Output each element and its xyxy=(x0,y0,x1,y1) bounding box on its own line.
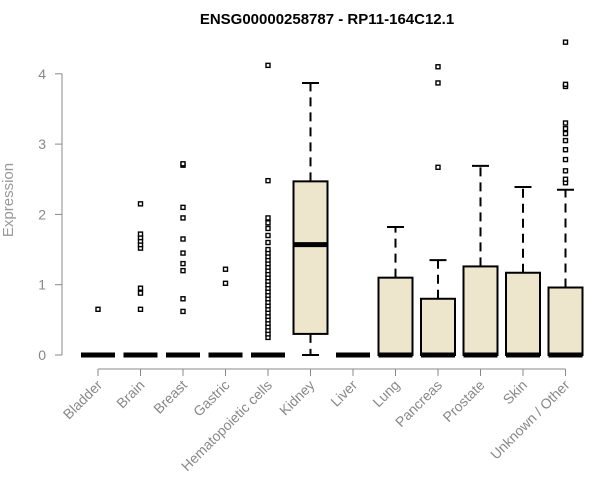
outlier-point xyxy=(180,296,186,302)
y-axis-label: Expression xyxy=(0,163,17,237)
box-group xyxy=(166,161,200,358)
box-group xyxy=(81,306,115,358)
outlier-point xyxy=(435,80,441,86)
outlier-point xyxy=(222,266,229,272)
x-tick-label: Breast xyxy=(150,377,190,417)
box-body xyxy=(377,276,414,357)
y-tick-label: 3 xyxy=(38,136,46,152)
box-body xyxy=(547,286,584,356)
x-tick-label: Lung xyxy=(369,377,402,410)
outlier-point xyxy=(180,236,186,242)
box-series xyxy=(81,39,584,358)
box-group xyxy=(208,266,243,358)
outlier-point xyxy=(137,285,144,291)
outlier-point xyxy=(265,239,271,246)
outlier-point xyxy=(180,215,186,221)
x-tick-label: Liver xyxy=(327,377,360,410)
outlier-point xyxy=(562,176,569,182)
outlier-point xyxy=(265,225,271,232)
box-group xyxy=(292,81,329,356)
outlier-point xyxy=(265,220,271,226)
outlier-point xyxy=(562,156,569,163)
x-tick-label: Prostate xyxy=(439,377,487,425)
outlier-point xyxy=(180,308,186,315)
box-group xyxy=(251,62,285,358)
outlier-point xyxy=(265,246,271,253)
outlier-point xyxy=(435,164,441,170)
outlier-point xyxy=(137,290,144,296)
outlier-point xyxy=(562,130,569,137)
box-body xyxy=(292,180,329,335)
y-tick-label: 4 xyxy=(38,66,46,82)
box-group xyxy=(462,164,499,358)
outlier-point xyxy=(562,120,569,126)
y-tick-label: 2 xyxy=(38,206,46,222)
y-tick-label: 0 xyxy=(38,347,46,363)
outlier-point xyxy=(137,231,144,237)
chart-title: ENSG00000258787 - RP11-164C12.1 xyxy=(200,11,454,28)
outlier-point xyxy=(137,306,144,313)
outlier-point xyxy=(265,215,271,221)
y-tick-label: 1 xyxy=(38,277,46,293)
x-tick-label: Pancreas xyxy=(392,377,445,430)
outlier-point xyxy=(562,81,569,88)
outlier-point xyxy=(180,204,186,211)
outlier-point xyxy=(180,267,186,274)
outlier-point xyxy=(265,177,271,184)
x-tick-label: Kidney xyxy=(276,377,318,419)
outlier-point xyxy=(435,64,441,70)
outlier-point xyxy=(562,168,569,174)
box-body xyxy=(462,265,499,356)
x-tick-label: Skin xyxy=(500,377,531,408)
outlier-point xyxy=(180,250,186,256)
outlier-point xyxy=(95,306,101,313)
box-group xyxy=(123,201,158,358)
x-tick-label: Unknown / Other xyxy=(487,377,573,463)
box-body xyxy=(420,297,456,357)
box-group xyxy=(377,226,414,358)
outlier-point xyxy=(562,39,569,45)
box-body xyxy=(505,271,541,356)
outlier-point xyxy=(562,137,569,144)
outlier-point xyxy=(265,232,271,239)
outlier-point xyxy=(180,161,186,167)
x-tick-label: Bladder xyxy=(60,377,106,423)
outlier-point xyxy=(562,147,569,153)
box-group xyxy=(505,185,541,358)
y-axis: 0 1 2 3 4 xyxy=(38,66,63,363)
outlier-point xyxy=(222,280,229,286)
box-group xyxy=(547,39,584,358)
outlier-point xyxy=(180,260,186,267)
outlier-point xyxy=(562,125,569,132)
outlier-point xyxy=(265,62,271,69)
box-group xyxy=(420,64,456,358)
outlier-point xyxy=(137,201,144,207)
x-tick-label: Brain xyxy=(113,377,147,411)
